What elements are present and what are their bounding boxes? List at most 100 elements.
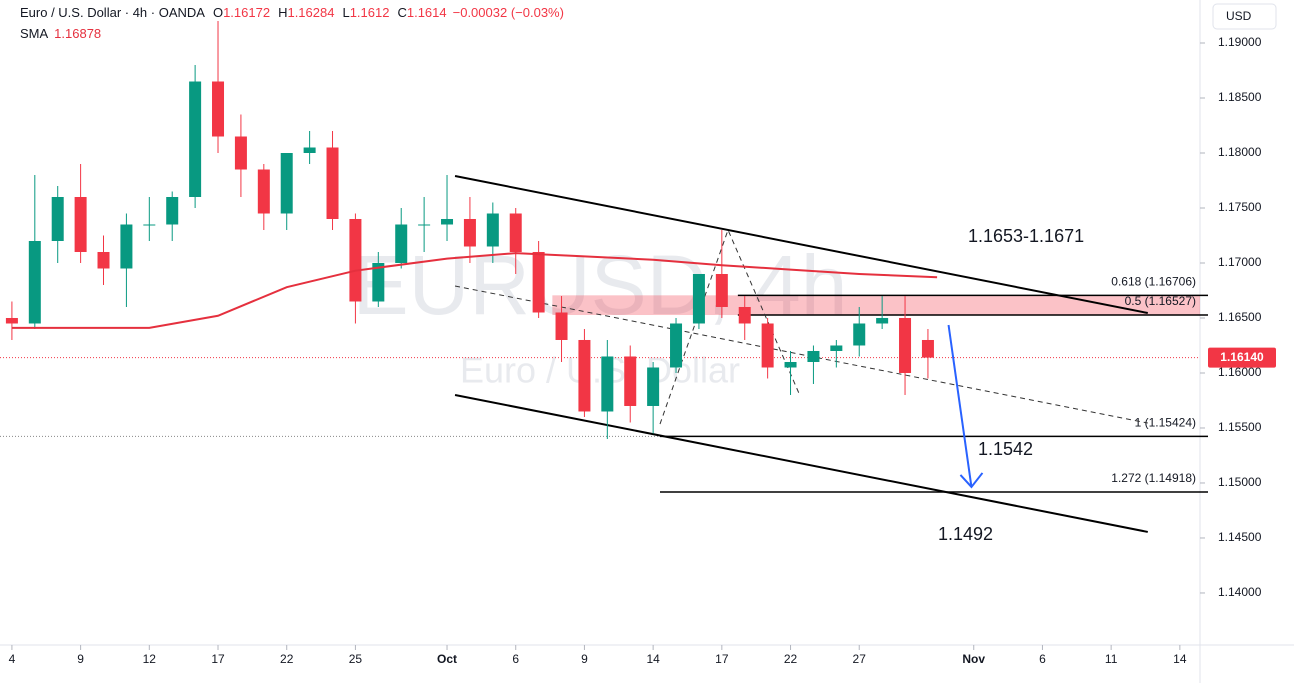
change: −0.00032 (−0.03%) [453, 5, 564, 20]
y-tick-label: 1.14000 [1218, 585, 1262, 599]
candle-body [418, 224, 431, 226]
candle-body [486, 213, 499, 247]
arrow-shaft [947, 324, 973, 488]
last-price-label: 1.16140 [1220, 350, 1264, 364]
x-tick-label: Oct [437, 652, 457, 666]
x-tick-label: 4 [9, 652, 16, 666]
trendline [454, 175, 1148, 315]
ohlc-label: H [278, 5, 287, 20]
x-tick-label: 6 [512, 652, 519, 666]
y-tick-label: 1.18000 [1218, 145, 1262, 159]
candle-body [257, 169, 270, 214]
y-tick-label: 1.19000 [1218, 35, 1262, 49]
candle-body [647, 367, 660, 406]
candle-body [463, 218, 476, 247]
currency: USD [1226, 9, 1252, 23]
candle-body [761, 323, 774, 368]
x-tick-label: 17 [211, 652, 225, 666]
x-tick-label: 22 [280, 652, 294, 666]
candle-body [715, 273, 728, 307]
candle-body [670, 323, 683, 368]
ohlc-value: 1.1614 [407, 5, 447, 20]
y-tick-label: 1.15000 [1218, 475, 1262, 489]
candle-body [97, 251, 110, 269]
y-tick-label: 1.16500 [1218, 310, 1262, 324]
watermark-sub: Euro / U.S. Dollar [460, 350, 740, 391]
candle-body [326, 147, 339, 219]
candle-body [28, 240, 41, 324]
ohlc-value: 1.1612 [350, 5, 390, 20]
trendline [454, 394, 1148, 533]
title: Euro / U.S. Dollar · 4h · OANDA [20, 5, 205, 20]
x-tick-label: 25 [349, 652, 363, 666]
y-tick-label: 1.17000 [1218, 255, 1262, 269]
candle-body [441, 218, 454, 225]
last-price-box [1208, 347, 1276, 368]
fib-label: 1.272 (1.14918) [1111, 471, 1196, 485]
candle-body [555, 312, 568, 340]
indicator-name: SMA [20, 26, 49, 41]
candle-body [784, 361, 797, 368]
y-tick-label: 1.17500 [1218, 200, 1262, 214]
x-tick-label: Nov [962, 652, 985, 666]
candle-body [876, 317, 889, 324]
candle-body [601, 356, 614, 412]
sma-line [11, 252, 938, 329]
candle-body [120, 224, 133, 269]
arrow-head [959, 472, 984, 489]
x-tick-label: 27 [853, 652, 867, 666]
x-tick-label: 9 [77, 652, 84, 666]
candle-body [830, 345, 843, 351]
candle-body [51, 196, 64, 241]
fib-label: 0.618 (1.16706) [1111, 275, 1196, 289]
candle-body [395, 224, 408, 263]
y-tick-label: 1.15500 [1218, 420, 1262, 434]
ohlc-label: O [213, 5, 223, 20]
candle-body [624, 356, 637, 406]
indicator-value: 1.16878 [54, 26, 101, 41]
annotation: 1.1492 [938, 524, 993, 544]
y-tick-label: 1.16000 [1218, 365, 1262, 379]
candle-body [899, 317, 912, 373]
candle-body [807, 350, 820, 362]
trendline [454, 285, 1148, 424]
candle-body [143, 224, 156, 226]
x-tick-label: 6 [1039, 652, 1046, 666]
candle-body [74, 196, 87, 252]
x-tick-label: 14 [1173, 652, 1187, 666]
x-tick-label: 12 [143, 652, 157, 666]
candle-body [738, 306, 751, 324]
candle-body [234, 136, 247, 170]
indicator-header: SMA 1.16878 [20, 26, 101, 41]
fib-label: 0.5 (1.16527) [1125, 294, 1196, 308]
fib-label: 1 (1.15424) [1135, 416, 1196, 430]
candle-body [509, 213, 522, 252]
x-tick-label: 22 [784, 652, 798, 666]
fib-zone [552, 295, 1200, 316]
candle-body [5, 317, 18, 324]
trendline [659, 228, 801, 425]
annotation: 1.1542 [978, 439, 1033, 459]
candle-body [166, 196, 179, 225]
x-tick-label: 17 [715, 652, 729, 666]
candle-body [692, 273, 705, 324]
candle-body [349, 218, 362, 302]
annotation: 1.1653-1.1671 [968, 226, 1084, 246]
candle-body [532, 251, 545, 313]
y-tick-label: 1.14500 [1218, 530, 1262, 544]
candle-body [372, 262, 385, 302]
candle-body [303, 147, 316, 154]
candle-body [853, 323, 866, 346]
x-tick-label: 14 [646, 652, 660, 666]
candle-body [189, 81, 202, 197]
candle-body [212, 81, 225, 137]
candle-body [578, 339, 591, 412]
ohlc-value: 1.16284 [287, 5, 334, 20]
watermark: EURUSD, 4h [353, 238, 848, 332]
currency-button[interactable] [1212, 3, 1277, 30]
x-tick-label: 11 [1105, 652, 1118, 666]
candle-body [921, 339, 934, 358]
ohlc-label: L [342, 5, 349, 20]
y-tick-label: 1.18500 [1218, 90, 1262, 104]
